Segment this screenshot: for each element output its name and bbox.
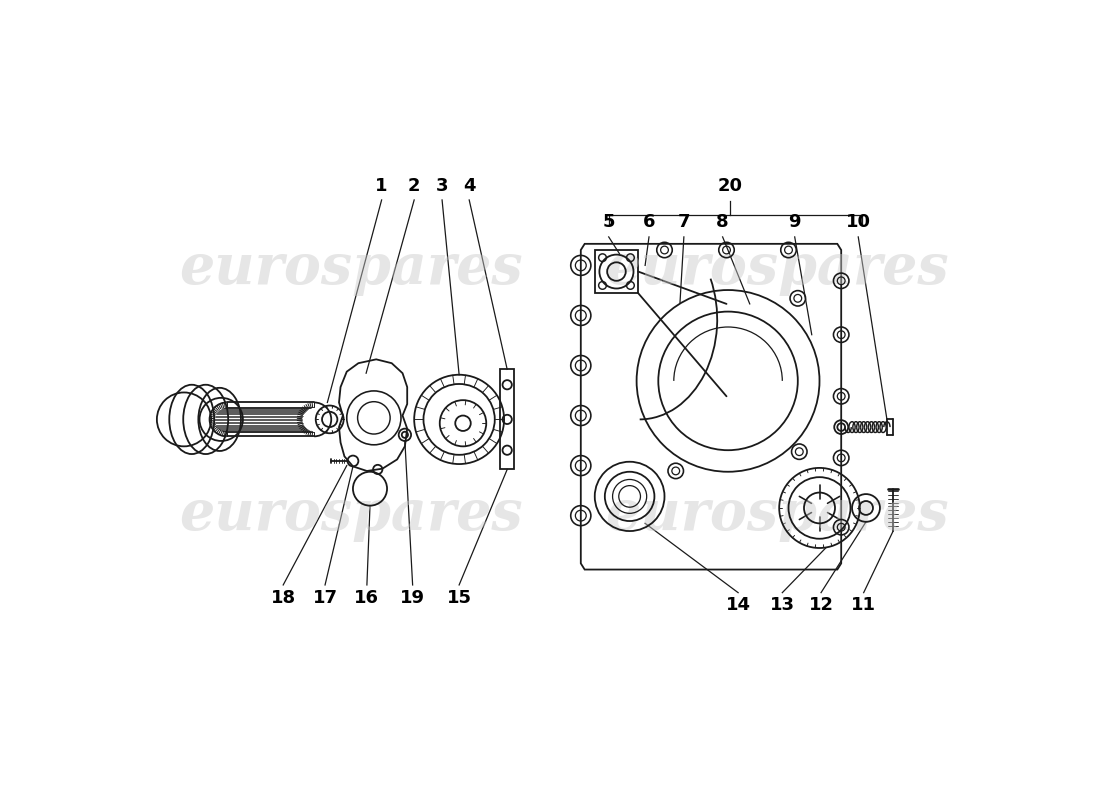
Text: 10: 10: [846, 213, 871, 230]
Bar: [595, 250, 638, 293]
Text: 5: 5: [603, 213, 615, 230]
Text: 17: 17: [312, 589, 338, 606]
Text: 13: 13: [770, 597, 795, 614]
Text: 11: 11: [851, 597, 877, 614]
Text: eurospares: eurospares: [605, 241, 948, 296]
Text: 19: 19: [400, 589, 425, 606]
Text: 14: 14: [726, 597, 750, 614]
Text: 6: 6: [642, 213, 656, 230]
Text: 7: 7: [678, 213, 690, 230]
Text: 3: 3: [436, 177, 449, 194]
Text: eurospares: eurospares: [179, 487, 522, 542]
Text: 16: 16: [354, 589, 379, 606]
Text: 8: 8: [716, 213, 729, 230]
Text: 18: 18: [271, 589, 296, 606]
Text: 4: 4: [463, 177, 475, 194]
Text: eurospares: eurospares: [605, 487, 948, 542]
Text: 9: 9: [789, 213, 801, 230]
Text: 1: 1: [375, 177, 388, 194]
Text: 20: 20: [718, 177, 743, 194]
Bar: [500, 370, 514, 470]
Text: 15: 15: [447, 589, 472, 606]
Text: eurospares: eurospares: [179, 241, 522, 296]
Text: 2: 2: [408, 177, 420, 194]
Text: 12: 12: [808, 597, 834, 614]
